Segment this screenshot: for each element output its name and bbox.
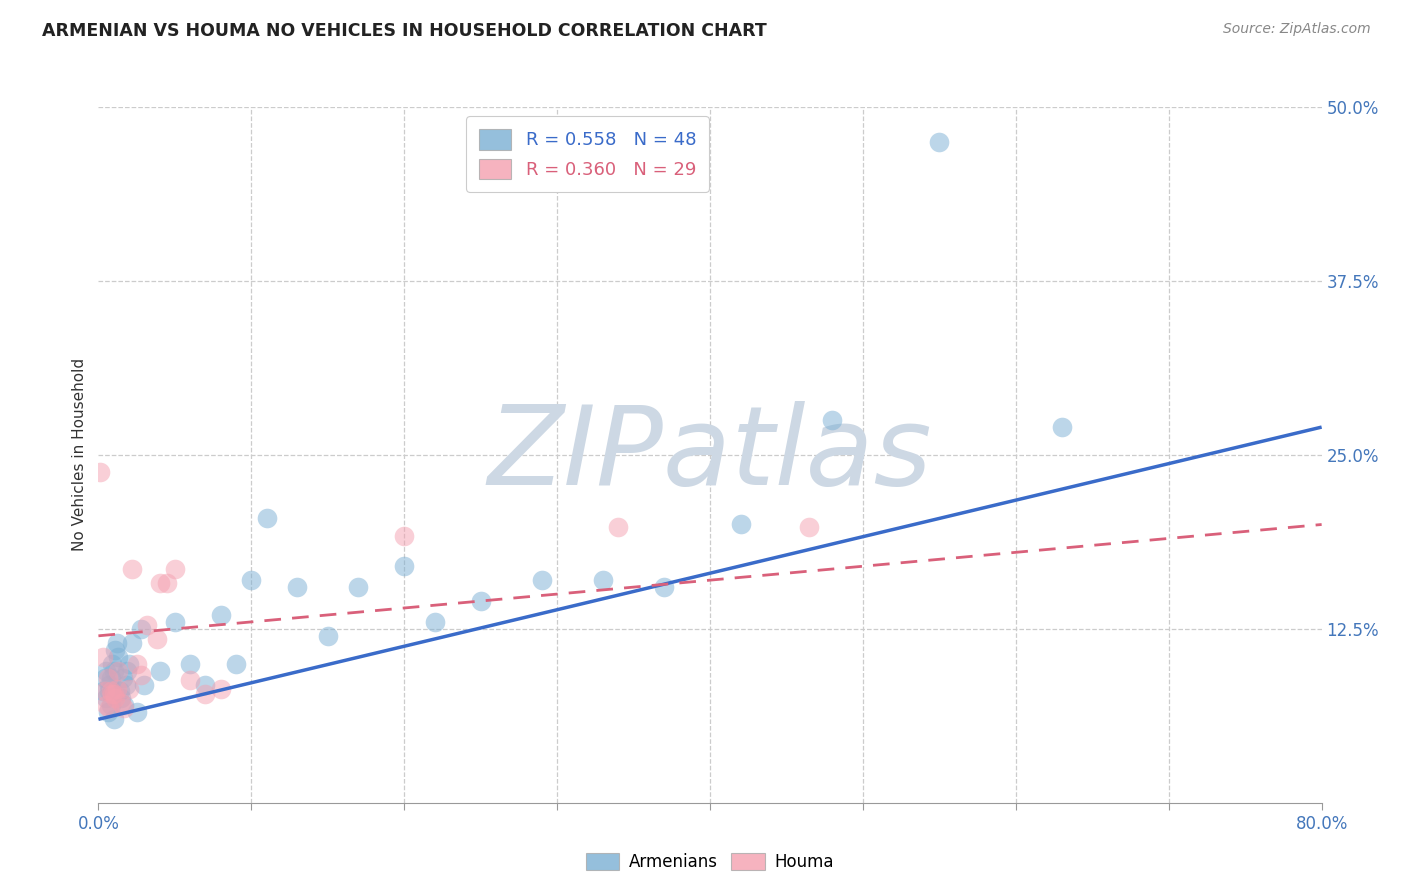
Point [93,671,115,685]
Point [136,617,159,632]
Point [103,687,125,701]
Point [100,671,122,685]
Point [101,687,124,701]
Point [110,696,132,710]
Point [100,698,122,713]
Point [93,684,115,698]
Text: ARMENIAN VS HOUMA NO VEHICLES IN HOUSEHOLD CORRELATION CHART: ARMENIAN VS HOUMA NO VEHICLES IN HOUSEHO… [42,22,766,40]
Point [799,520,821,534]
Point [256,510,278,524]
Point [125,706,148,720]
Point [103,712,125,726]
Point [149,576,172,591]
Point [225,657,247,671]
Point [98,684,121,698]
Point [121,636,143,650]
Point [94,664,117,678]
Point [194,687,217,701]
Point [115,677,138,691]
Point [112,701,135,715]
Point [112,698,135,713]
Point [94,698,117,713]
Point [104,642,127,657]
Point [125,657,148,671]
Point [592,573,614,587]
Point [179,657,201,671]
Point [89,465,111,479]
Point [156,576,179,591]
Text: ZIPatlas: ZIPatlas [488,401,932,508]
Point [209,681,232,696]
Point [134,677,156,691]
Point [730,517,752,532]
Point [105,681,128,696]
Y-axis label: No Vehicles in Household: No Vehicles in Household [72,359,87,551]
Point [97,706,120,720]
Point [91,684,114,698]
Point [129,622,152,636]
Point [121,562,143,576]
Point [209,607,232,622]
Text: Source: ZipAtlas.com: Source: ZipAtlas.com [1223,22,1371,37]
Point [163,615,186,629]
Point [101,684,124,698]
Point [107,649,129,664]
Point [104,691,127,706]
Point [129,667,152,681]
Point [423,615,446,629]
Point [179,673,201,688]
Point [91,649,114,664]
Point [928,135,950,149]
Point [1050,420,1073,434]
Point [117,664,139,678]
Point [98,701,121,715]
Point [821,413,844,427]
Point [94,691,117,706]
Point [316,629,339,643]
Point [285,580,308,594]
Point [100,684,122,698]
Point [392,528,416,542]
Point [98,677,121,691]
Point [347,580,370,594]
Point [105,636,128,650]
Point [103,664,125,678]
Point [607,520,630,534]
Point [240,573,263,587]
Point [110,691,132,706]
Point [163,562,186,576]
Point [470,594,492,608]
Legend: Armenians, Houma: Armenians, Houma [579,847,841,878]
Point [392,559,416,574]
Point [530,573,553,587]
Point [101,657,124,671]
Point [118,681,141,696]
Point [194,677,217,691]
Point [652,580,675,594]
Point [149,664,172,678]
Point [107,664,129,678]
Point [108,684,131,698]
Point [111,671,134,685]
Point [97,671,120,685]
Point [118,657,141,671]
Point [145,632,167,646]
